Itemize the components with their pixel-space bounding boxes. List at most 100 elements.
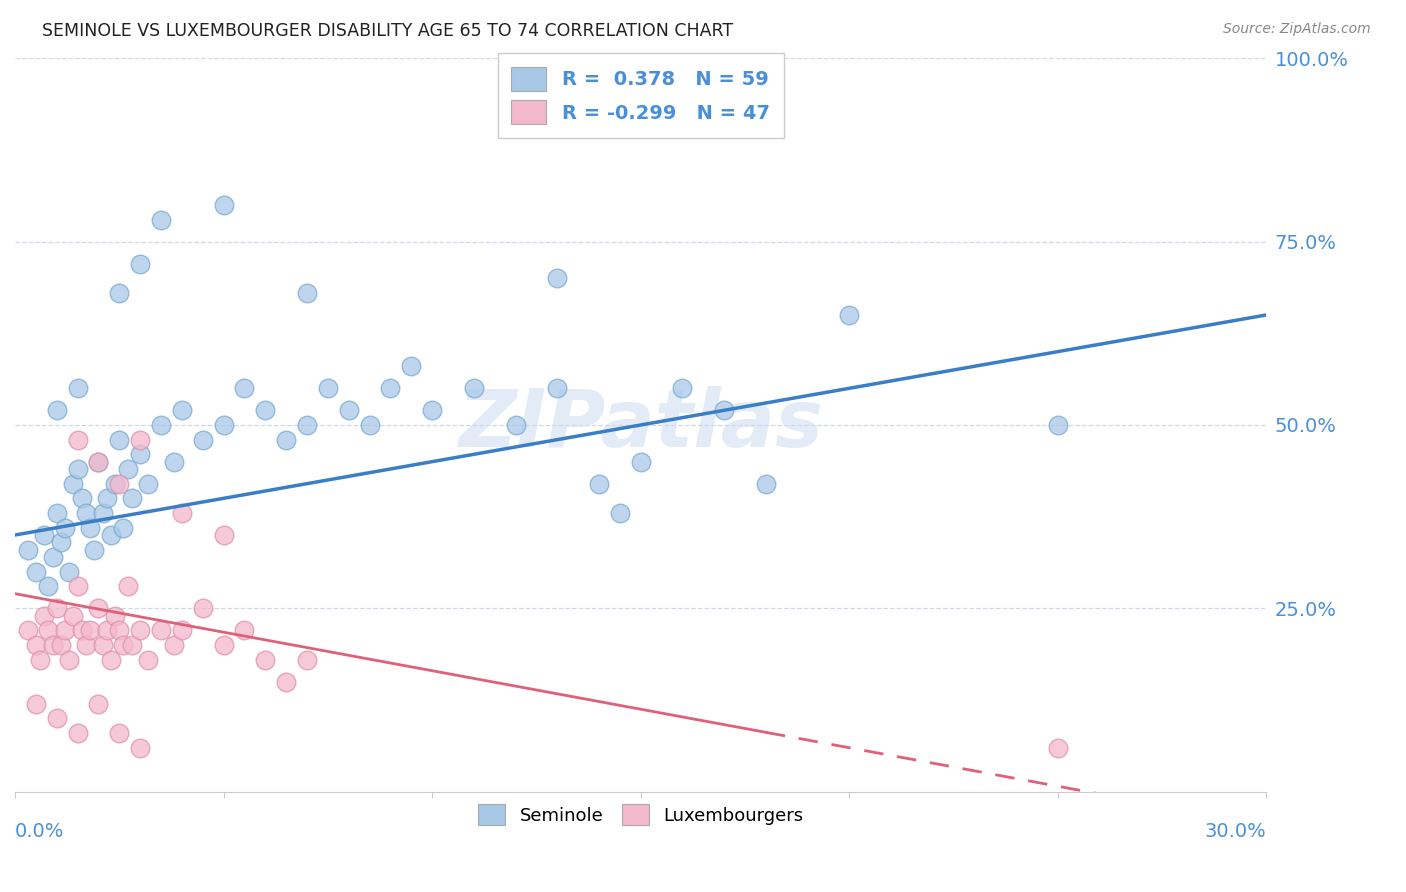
Point bbox=[609, 506, 631, 520]
Point bbox=[66, 579, 89, 593]
Point bbox=[150, 212, 173, 227]
Point bbox=[66, 433, 89, 447]
Point bbox=[233, 624, 256, 638]
Point bbox=[162, 638, 184, 652]
Point bbox=[79, 624, 101, 638]
Point bbox=[108, 285, 131, 300]
Point bbox=[108, 726, 131, 740]
Point bbox=[337, 403, 360, 417]
Point bbox=[170, 403, 193, 417]
Point bbox=[129, 256, 152, 270]
Point bbox=[83, 542, 105, 557]
Point bbox=[112, 638, 135, 652]
Point bbox=[295, 417, 318, 432]
Point bbox=[70, 624, 93, 638]
Point bbox=[41, 638, 63, 652]
Point bbox=[45, 711, 67, 725]
Point bbox=[233, 381, 256, 395]
Point bbox=[66, 726, 89, 740]
Point bbox=[91, 506, 114, 520]
Point bbox=[1046, 417, 1069, 432]
Point bbox=[112, 521, 135, 535]
Point bbox=[53, 521, 76, 535]
Text: 0.0%: 0.0% bbox=[15, 822, 65, 841]
Point bbox=[150, 624, 173, 638]
Point bbox=[463, 381, 485, 395]
Point bbox=[91, 638, 114, 652]
Point bbox=[75, 506, 97, 520]
Point bbox=[1046, 740, 1069, 755]
Point bbox=[755, 476, 778, 491]
Point bbox=[17, 624, 39, 638]
Point bbox=[37, 579, 59, 593]
Point bbox=[66, 462, 89, 476]
Point bbox=[41, 549, 63, 564]
Point bbox=[87, 455, 110, 469]
Point bbox=[25, 638, 48, 652]
Point bbox=[108, 433, 131, 447]
Point bbox=[32, 528, 55, 542]
Point bbox=[62, 608, 84, 623]
Point bbox=[87, 601, 110, 615]
Point bbox=[546, 381, 568, 395]
Point bbox=[588, 476, 610, 491]
Point bbox=[276, 674, 298, 689]
Text: 30.0%: 30.0% bbox=[1205, 822, 1267, 841]
Point bbox=[276, 433, 298, 447]
Point bbox=[117, 579, 139, 593]
Point bbox=[380, 381, 402, 395]
Point bbox=[359, 417, 381, 432]
Legend: Seminole, Luxembourgers: Seminole, Luxembourgers bbox=[470, 795, 813, 834]
Point bbox=[212, 198, 235, 212]
Point bbox=[212, 528, 235, 542]
Point bbox=[138, 653, 160, 667]
Point bbox=[170, 506, 193, 520]
Point bbox=[87, 455, 110, 469]
Point bbox=[108, 624, 131, 638]
Point bbox=[212, 417, 235, 432]
Point bbox=[70, 491, 93, 506]
Point bbox=[138, 476, 160, 491]
Point bbox=[37, 624, 59, 638]
Point bbox=[420, 403, 443, 417]
Point bbox=[129, 740, 152, 755]
Point bbox=[58, 565, 80, 579]
Point bbox=[129, 447, 152, 461]
Point bbox=[838, 308, 860, 322]
Point bbox=[713, 403, 735, 417]
Text: ZIPatlas: ZIPatlas bbox=[458, 386, 824, 464]
Point bbox=[104, 476, 127, 491]
Text: SEMINOLE VS LUXEMBOURGER DISABILITY AGE 65 TO 74 CORRELATION CHART: SEMINOLE VS LUXEMBOURGER DISABILITY AGE … bbox=[42, 22, 734, 40]
Point bbox=[25, 697, 48, 711]
Point bbox=[100, 528, 122, 542]
Point bbox=[79, 521, 101, 535]
Point bbox=[150, 417, 173, 432]
Point bbox=[121, 638, 143, 652]
Point bbox=[170, 624, 193, 638]
Point bbox=[45, 506, 67, 520]
Point bbox=[191, 601, 214, 615]
Point bbox=[49, 535, 72, 549]
Point bbox=[295, 653, 318, 667]
Point bbox=[28, 653, 51, 667]
Point bbox=[316, 381, 339, 395]
Point bbox=[505, 417, 527, 432]
Point bbox=[546, 271, 568, 285]
Point bbox=[87, 697, 110, 711]
Point bbox=[108, 476, 131, 491]
Point bbox=[121, 491, 143, 506]
Point bbox=[104, 608, 127, 623]
Point bbox=[254, 403, 277, 417]
Point bbox=[162, 455, 184, 469]
Point bbox=[75, 638, 97, 652]
Point bbox=[96, 491, 118, 506]
Point bbox=[129, 624, 152, 638]
Point bbox=[100, 653, 122, 667]
Point bbox=[401, 359, 423, 374]
Point bbox=[53, 624, 76, 638]
Point bbox=[25, 565, 48, 579]
Point bbox=[58, 653, 80, 667]
Point bbox=[66, 381, 89, 395]
Point bbox=[295, 285, 318, 300]
Point bbox=[117, 462, 139, 476]
